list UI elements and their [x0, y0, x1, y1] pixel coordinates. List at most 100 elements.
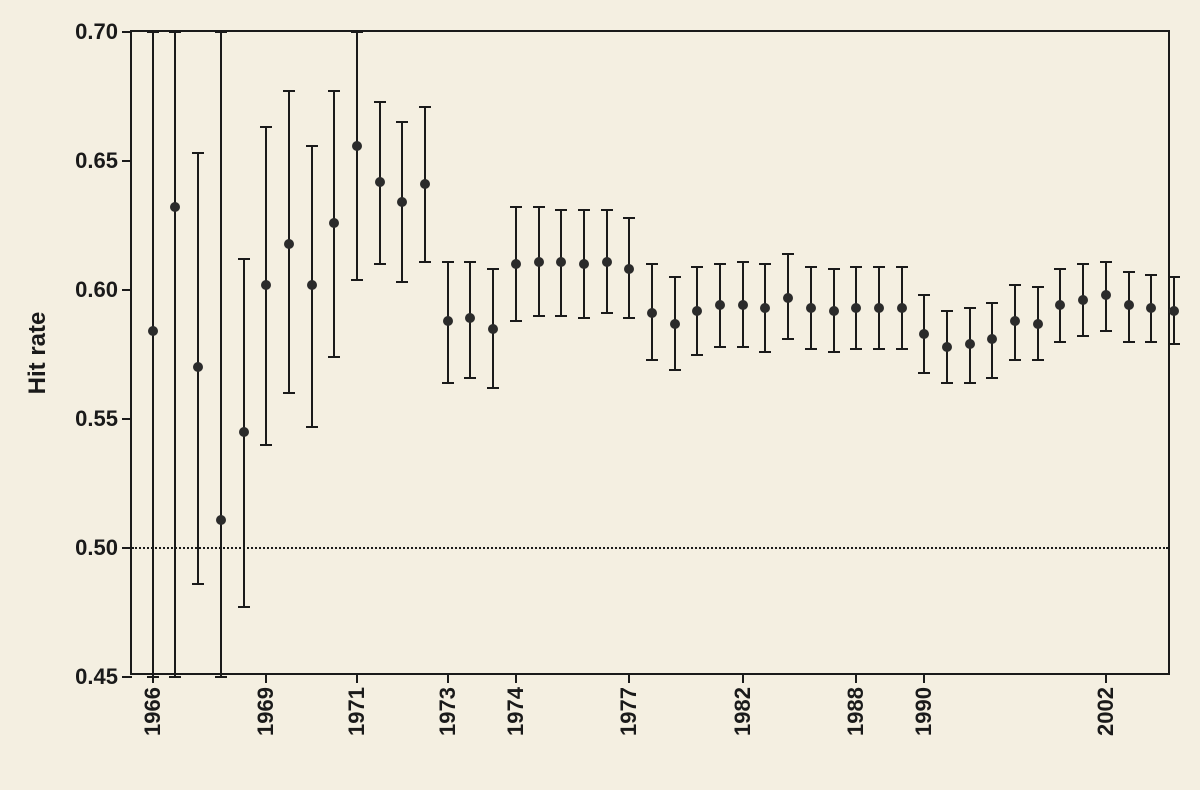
y-tick-label: 0.55	[75, 406, 118, 432]
y-tick	[122, 160, 132, 162]
error-cap-top	[986, 302, 998, 304]
data-point	[534, 257, 544, 267]
error-cap-top	[1054, 268, 1066, 270]
data-point	[806, 303, 816, 313]
data-point	[670, 319, 680, 329]
error-bar	[356, 32, 358, 280]
error-cap-top	[850, 266, 862, 268]
error-cap-top	[646, 263, 658, 265]
y-tick	[122, 676, 132, 678]
data-point	[1055, 300, 1065, 310]
error-cap-bottom	[873, 348, 885, 350]
error-cap-top	[964, 307, 976, 309]
error-cap-bottom	[1032, 359, 1044, 361]
x-tick	[515, 673, 517, 683]
data-point	[783, 293, 793, 303]
x-tick-label: 1977	[616, 687, 642, 736]
x-tick	[855, 673, 857, 683]
data-point	[1124, 300, 1134, 310]
y-tick	[122, 418, 132, 420]
error-cap-bottom	[419, 261, 431, 263]
data-point	[579, 259, 589, 269]
data-point	[170, 202, 180, 212]
data-point	[375, 177, 385, 187]
error-cap-bottom	[1100, 330, 1112, 332]
error-cap-top	[759, 263, 771, 265]
y-tick-label: 0.70	[75, 19, 118, 45]
data-point	[420, 179, 430, 189]
x-tick	[356, 673, 358, 683]
error-cap-bottom	[555, 315, 567, 317]
x-tick-label: 1982	[730, 687, 756, 736]
error-cap-top	[941, 310, 953, 312]
error-cap-top	[260, 126, 272, 128]
data-point	[919, 329, 929, 339]
error-cap-top	[873, 266, 885, 268]
x-tick-label: 1973	[435, 687, 461, 736]
data-point	[760, 303, 770, 313]
error-cap-bottom	[306, 426, 318, 428]
error-cap-bottom	[669, 369, 681, 371]
data-point	[511, 259, 521, 269]
error-cap-bottom	[623, 317, 635, 319]
error-cap-top	[1123, 271, 1135, 273]
data-point	[1169, 306, 1179, 316]
x-tick	[447, 673, 449, 683]
data-point	[738, 300, 748, 310]
error-cap-top	[147, 31, 159, 33]
data-point	[647, 308, 657, 318]
error-bar	[152, 32, 154, 677]
error-cap-top	[396, 121, 408, 123]
error-cap-top	[351, 31, 363, 33]
error-cap-bottom	[328, 356, 340, 358]
x-tick	[265, 673, 267, 683]
error-cap-bottom	[601, 312, 613, 314]
x-tick-label: 1988	[843, 687, 869, 736]
data-point	[1010, 316, 1020, 326]
error-cap-bottom	[578, 317, 590, 319]
error-cap-top	[169, 31, 181, 33]
data-point	[987, 334, 997, 344]
data-point	[965, 339, 975, 349]
error-cap-top	[782, 253, 794, 255]
error-cap-bottom	[1009, 359, 1021, 361]
x-tick-label: 1971	[344, 687, 370, 736]
error-cap-top	[419, 106, 431, 108]
error-cap-top	[442, 261, 454, 263]
data-point	[148, 326, 158, 336]
error-cap-bottom	[215, 676, 227, 678]
data-point	[352, 141, 362, 151]
error-cap-bottom	[533, 315, 545, 317]
data-point	[692, 306, 702, 316]
error-cap-bottom	[896, 348, 908, 350]
error-cap-top	[691, 266, 703, 268]
error-cap-bottom	[510, 320, 522, 322]
error-cap-top	[1168, 276, 1180, 278]
error-cap-bottom	[986, 377, 998, 379]
data-point	[443, 316, 453, 326]
data-point	[556, 257, 566, 267]
error-cap-bottom	[374, 263, 386, 265]
error-cap-top	[238, 258, 250, 260]
error-cap-top	[1077, 263, 1089, 265]
data-point	[874, 303, 884, 313]
error-cap-bottom	[1054, 341, 1066, 343]
error-cap-top	[578, 209, 590, 211]
error-cap-top	[737, 261, 749, 263]
error-cap-bottom	[192, 583, 204, 585]
x-tick-label: 1990	[911, 687, 937, 736]
data-point	[307, 280, 317, 290]
error-cap-top	[283, 90, 295, 92]
error-cap-bottom	[487, 387, 499, 389]
data-point	[1078, 295, 1088, 305]
error-cap-bottom	[918, 372, 930, 374]
error-cap-bottom	[1168, 343, 1180, 345]
data-point	[942, 342, 952, 352]
error-cap-top	[623, 217, 635, 219]
error-cap-top	[328, 90, 340, 92]
data-point	[239, 427, 249, 437]
x-tick-label: 2002	[1093, 687, 1119, 736]
data-point	[216, 515, 226, 525]
y-tick	[122, 547, 132, 549]
y-tick	[122, 31, 132, 33]
